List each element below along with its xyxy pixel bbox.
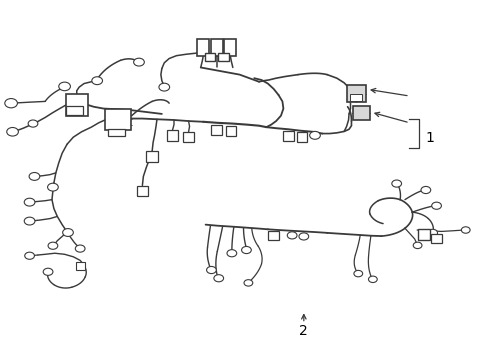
Bar xyxy=(268,231,279,240)
Circle shape xyxy=(391,180,401,187)
Circle shape xyxy=(48,242,58,249)
Bar xyxy=(349,94,362,102)
Bar xyxy=(104,109,131,130)
Circle shape xyxy=(133,58,144,66)
Circle shape xyxy=(159,83,169,91)
Circle shape xyxy=(431,202,441,209)
Circle shape xyxy=(62,229,73,237)
Bar xyxy=(108,129,125,136)
Circle shape xyxy=(7,127,19,136)
Bar xyxy=(417,229,429,240)
Bar xyxy=(346,85,366,102)
Circle shape xyxy=(28,120,38,127)
Circle shape xyxy=(420,186,430,194)
Circle shape xyxy=(75,245,85,252)
Bar xyxy=(197,39,209,57)
Bar xyxy=(76,262,84,270)
Circle shape xyxy=(412,242,421,249)
Bar xyxy=(224,39,236,57)
Text: 1: 1 xyxy=(425,131,434,145)
Bar xyxy=(296,132,306,142)
Circle shape xyxy=(368,276,376,283)
Bar xyxy=(167,130,178,141)
Circle shape xyxy=(427,229,437,237)
Circle shape xyxy=(29,172,40,180)
Bar xyxy=(283,131,293,141)
Bar xyxy=(430,234,441,243)
Bar xyxy=(137,186,147,196)
Bar xyxy=(218,53,228,61)
Circle shape xyxy=(309,131,320,139)
Circle shape xyxy=(206,266,216,274)
Bar xyxy=(204,53,215,61)
Circle shape xyxy=(25,252,34,259)
Circle shape xyxy=(59,82,70,91)
Circle shape xyxy=(213,275,223,282)
Circle shape xyxy=(226,249,236,257)
Circle shape xyxy=(244,280,252,286)
Circle shape xyxy=(298,233,308,240)
Circle shape xyxy=(287,232,296,239)
Bar xyxy=(183,132,194,142)
Circle shape xyxy=(353,270,362,277)
Circle shape xyxy=(241,247,251,253)
Bar xyxy=(210,39,223,57)
Circle shape xyxy=(460,227,469,233)
Circle shape xyxy=(5,99,18,108)
Circle shape xyxy=(92,77,102,85)
Circle shape xyxy=(47,183,58,191)
Bar xyxy=(225,126,236,136)
Circle shape xyxy=(24,198,35,206)
Circle shape xyxy=(43,268,53,275)
Circle shape xyxy=(24,217,35,225)
Bar xyxy=(210,125,221,135)
Bar xyxy=(352,106,369,120)
Text: 2: 2 xyxy=(299,324,307,338)
Bar xyxy=(66,94,87,116)
Bar xyxy=(146,152,158,162)
Bar xyxy=(66,106,82,115)
